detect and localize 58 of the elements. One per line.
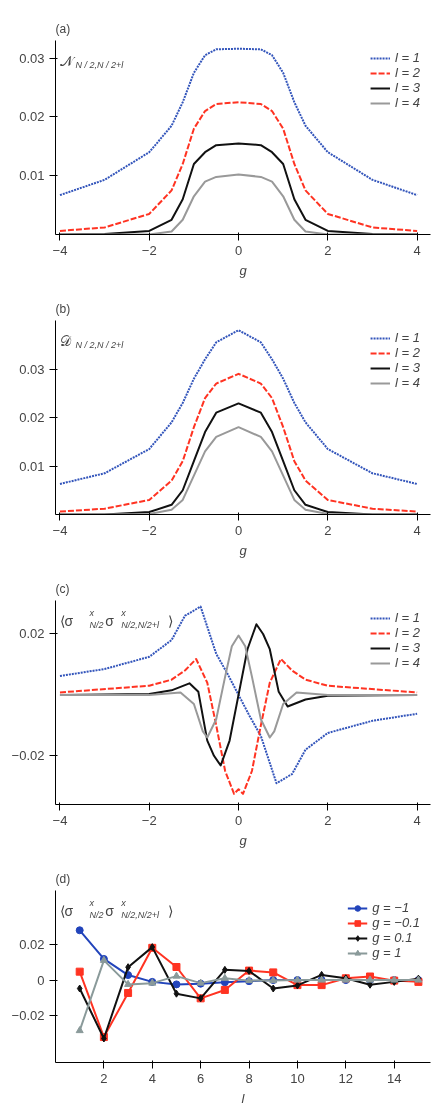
x-tick-label: 4 [148, 1070, 156, 1086]
x-tick-label: 2 [100, 1070, 108, 1086]
legend-label: l = 2 [395, 345, 420, 360]
y-tick-label: 0.01 [19, 168, 45, 184]
x-tick-label: 8 [245, 1070, 253, 1086]
x-tick-label: −2 [141, 812, 157, 828]
y-tick-label: 0.03 [19, 50, 45, 66]
y-tick-label: 0.01 [19, 458, 45, 474]
y-tick-label: −0.02 [11, 748, 45, 764]
x-tick-label: −4 [52, 522, 68, 538]
y-tick-label: −0.02 [11, 1008, 45, 1024]
y-tick-label: 0 [37, 972, 45, 988]
x-tick-label: −4 [52, 242, 68, 258]
legend-label: g = 0.1 [372, 930, 413, 945]
x-tick-label: 4 [413, 242, 421, 258]
legend-label: l = 1 [395, 330, 420, 345]
chart-title: (c) [55, 581, 70, 596]
y-tick-label: 0.02 [19, 626, 45, 642]
legend-label: l = 4 [395, 95, 420, 110]
legend-label: l = 4 [395, 655, 420, 670]
legend-label: l = 4 [395, 375, 420, 390]
legend-label: l = 3 [395, 640, 420, 655]
y-tick-label: 0.02 [19, 109, 45, 125]
x-tick-label: 2 [324, 522, 332, 538]
legend-label: l = 2 [395, 65, 420, 80]
chart-title: (d) [55, 871, 71, 886]
x-tick-label: 0 [234, 812, 243, 828]
legend-label: g = −0.1 [372, 915, 420, 930]
x-tick-label: −2 [141, 242, 157, 258]
legend-label: l = 3 [395, 80, 420, 95]
legend-label: l = 2 [395, 625, 420, 640]
x-tick-label: 12 [338, 1070, 354, 1086]
y-tick-label: 0.02 [19, 410, 45, 425]
x-axis-title: g [239, 262, 248, 278]
x-tick-label: 4 [413, 522, 421, 538]
legend-label: l = 1 [395, 50, 420, 65]
x-tick-label: −4 [52, 812, 68, 828]
x-axis-title: l [241, 1090, 246, 1106]
legend-label: l = 3 [395, 360, 420, 375]
y-tick-label: 0.03 [19, 361, 45, 377]
legend-label: l = 1 [395, 610, 420, 625]
x-tick-label: 2 [324, 242, 332, 258]
y-axis-title: 𝒩N / 2,N / 2+l [59, 52, 125, 70]
x-tick-label: 6 [197, 1070, 205, 1086]
x-tick-label: 0 [234, 522, 243, 538]
x-axis-title: g [239, 832, 248, 848]
chart-title: (a) [55, 21, 71, 36]
x-axis-title: g [239, 542, 248, 558]
chart-title: (b) [55, 301, 71, 316]
x-tick-label: 0 [234, 242, 243, 258]
legend-label: g = 1 [372, 945, 402, 960]
x-tick-label: 14 [386, 1070, 402, 1086]
x-tick-label: 4 [413, 812, 421, 828]
x-tick-label: −2 [141, 522, 157, 538]
x-tick-label: 2 [324, 812, 332, 828]
y-tick-label: 0.02 [19, 936, 45, 952]
legend-label: g = −1 [372, 900, 410, 915]
x-tick-label: 10 [290, 1070, 305, 1086]
